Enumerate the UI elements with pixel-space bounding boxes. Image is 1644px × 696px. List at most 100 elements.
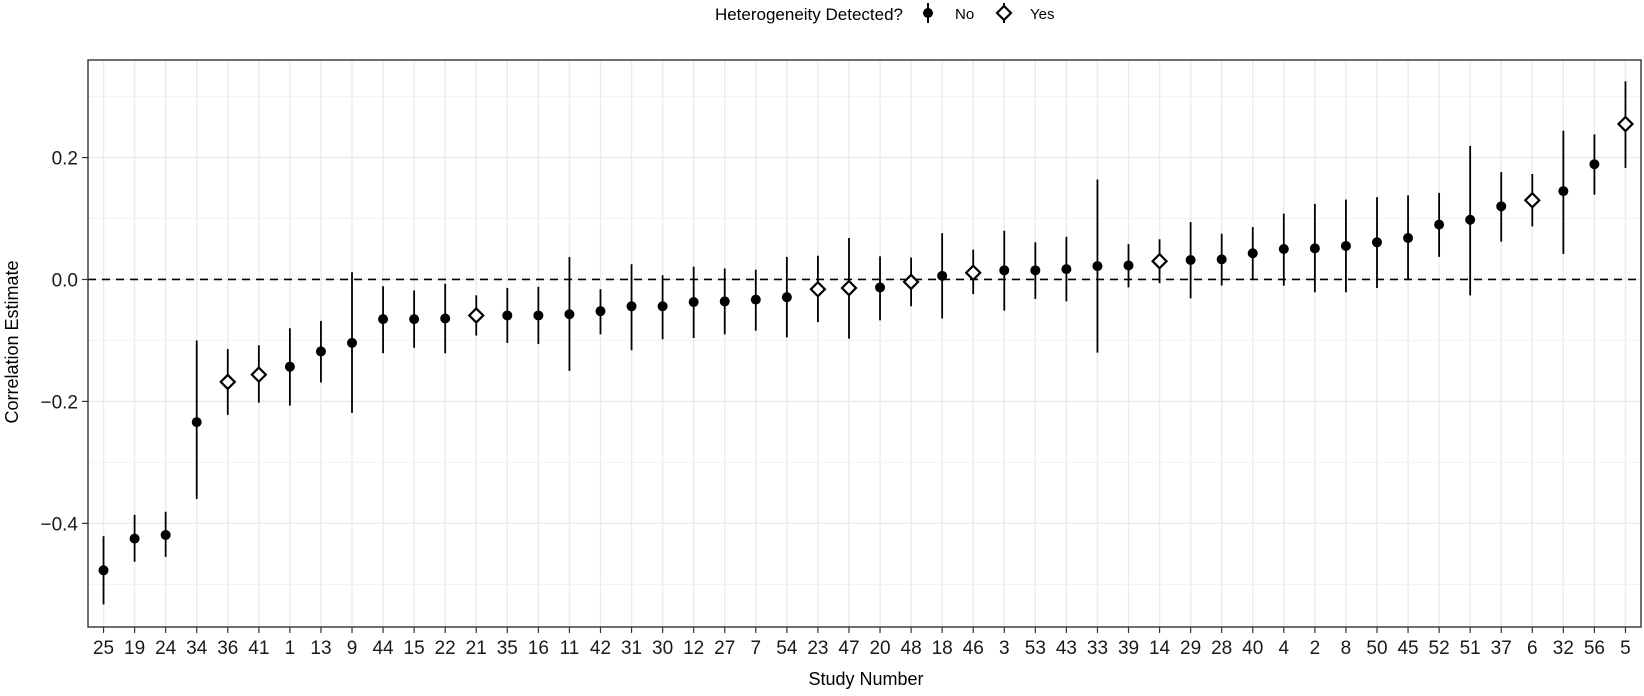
- x-tick-label-study-44: 44: [372, 638, 394, 659]
- x-tick-label-study-36: 36: [217, 638, 238, 659]
- point-study-34: [191, 417, 202, 428]
- point-study-44: [378, 314, 389, 325]
- point-study-3: [999, 265, 1010, 276]
- point-study-16: [533, 310, 544, 321]
- point-study-52: [1434, 219, 1445, 230]
- point-study-35: [502, 310, 513, 321]
- point-study-33: [1092, 261, 1103, 272]
- x-tick-label-study-12: 12: [683, 638, 704, 659]
- x-tick-label-study-5: 5: [1620, 638, 1631, 659]
- point-study-28: [1216, 254, 1227, 265]
- x-axis-title: Study Number: [808, 669, 923, 689]
- legend-yes-marker: [995, 4, 1013, 22]
- x-tick-label-study-25: 25: [93, 638, 114, 659]
- point-study-13: [315, 346, 326, 357]
- y-axis-title: Correlation Estimate: [2, 260, 22, 423]
- point-study-41: [250, 366, 268, 384]
- point-study-40: [1247, 248, 1258, 259]
- x-tick-label-study-39: 39: [1118, 638, 1139, 659]
- legend-label-yes: Yes: [1030, 6, 1054, 23]
- point-study-42: [595, 306, 606, 317]
- x-tick-label-study-54: 54: [776, 638, 798, 659]
- point-study-7: [750, 294, 761, 305]
- point-study-32: [1558, 186, 1569, 197]
- x-tick-label-study-14: 14: [1149, 638, 1171, 659]
- x-tick-label-study-33: 33: [1087, 638, 1108, 659]
- point-study-56: [1589, 159, 1600, 170]
- point-study-1: [284, 361, 295, 372]
- point-study-5: [1616, 115, 1635, 133]
- legend-entry-no: No: [923, 3, 974, 23]
- point-study-54: [781, 292, 792, 303]
- point-study-11: [564, 309, 575, 320]
- point-study-22: [440, 313, 451, 324]
- legend: Heterogeneity Detected? No Yes: [715, 3, 1054, 24]
- x-tick-label-study-20: 20: [869, 638, 890, 659]
- point-study-2: [1309, 243, 1320, 254]
- point-study-9: [347, 337, 358, 348]
- point-study-4: [1278, 244, 1289, 254]
- x-tick-label-study-19: 19: [124, 638, 145, 659]
- x-tick-label-study-51: 51: [1460, 638, 1481, 659]
- x-tick-label-study-21: 21: [466, 638, 487, 659]
- y-tick-label: −0.2: [40, 392, 78, 413]
- x-tick-label-study-50: 50: [1366, 638, 1387, 659]
- x-tick-label-study-30: 30: [652, 638, 673, 659]
- point-study-19: [129, 533, 140, 544]
- x-tick-label-study-27: 27: [714, 638, 735, 659]
- x-tick-label-study-24: 24: [155, 638, 177, 659]
- legend-label-no: No: [955, 6, 974, 23]
- point-study-48: [902, 273, 920, 291]
- x-tick-label-study-42: 42: [590, 638, 611, 659]
- x-tick-label-study-9: 9: [347, 638, 358, 659]
- x-tick-label-study-53: 53: [1025, 638, 1046, 659]
- point-study-21: [467, 306, 485, 325]
- point-study-27: [719, 296, 730, 307]
- point-study-23: [809, 280, 827, 298]
- point-study-37: [1496, 201, 1507, 212]
- y-tick-label: 0.0: [52, 270, 78, 291]
- point-study-20: [875, 282, 886, 293]
- point-study-12: [688, 297, 699, 308]
- x-tick-label-study-34: 34: [186, 638, 208, 659]
- x-tick-label-study-46: 46: [963, 638, 984, 659]
- x-tick-label-study-37: 37: [1491, 638, 1512, 659]
- point-study-36: [219, 373, 237, 391]
- x-tick-label-study-1: 1: [285, 638, 296, 659]
- x-tick-label-study-22: 22: [435, 638, 456, 659]
- x-tick-label-study-2: 2: [1310, 638, 1321, 659]
- x-tick-label-study-52: 52: [1429, 638, 1450, 659]
- x-tick-label-study-15: 15: [404, 638, 425, 659]
- x-tick-label-study-45: 45: [1397, 638, 1418, 659]
- x-tick-label-study-6: 6: [1527, 638, 1538, 659]
- x-tick-label-study-47: 47: [838, 638, 859, 659]
- x-tick-label-study-4: 4: [1279, 638, 1290, 659]
- axis-ticks: −0.4−0.20.00.225 19 24 34 36 41 1 13 9 44 15 22 21 35…: [40, 149, 1630, 659]
- x-tick-label-study-32: 32: [1553, 638, 1574, 659]
- x-tick-label-study-16: 16: [528, 638, 549, 659]
- x-tick-label-study-29: 29: [1180, 638, 1201, 659]
- x-tick-label-study-23: 23: [807, 638, 828, 659]
- x-tick-label-study-11: 11: [560, 638, 580, 659]
- point-study-47: [840, 279, 858, 297]
- x-tick-label-study-56: 56: [1584, 638, 1605, 659]
- point-study-24: [160, 529, 171, 540]
- point-study-31: [626, 301, 637, 312]
- x-tick-label-study-28: 28: [1211, 638, 1232, 659]
- legend-title: Heterogeneity Detected?: [715, 5, 903, 24]
- plot-panel-border: [87, 59, 1642, 628]
- point-study-18: [937, 270, 948, 281]
- x-tick-label-study-35: 35: [497, 638, 518, 659]
- x-tick-label-study-13: 13: [310, 638, 331, 659]
- x-tick-label-study-31: 31: [621, 638, 642, 659]
- point-study-50: [1371, 237, 1382, 248]
- x-tick-label-study-3: 3: [999, 638, 1010, 659]
- point-study-51: [1465, 214, 1476, 225]
- point-study-29: [1185, 254, 1196, 265]
- point-study-53: [1030, 265, 1041, 276]
- legend-entry-yes: Yes: [995, 3, 1054, 23]
- x-tick-label-study-40: 40: [1242, 638, 1263, 659]
- point-study-15: [409, 314, 420, 325]
- x-tick-label-study-41: 41: [248, 638, 269, 659]
